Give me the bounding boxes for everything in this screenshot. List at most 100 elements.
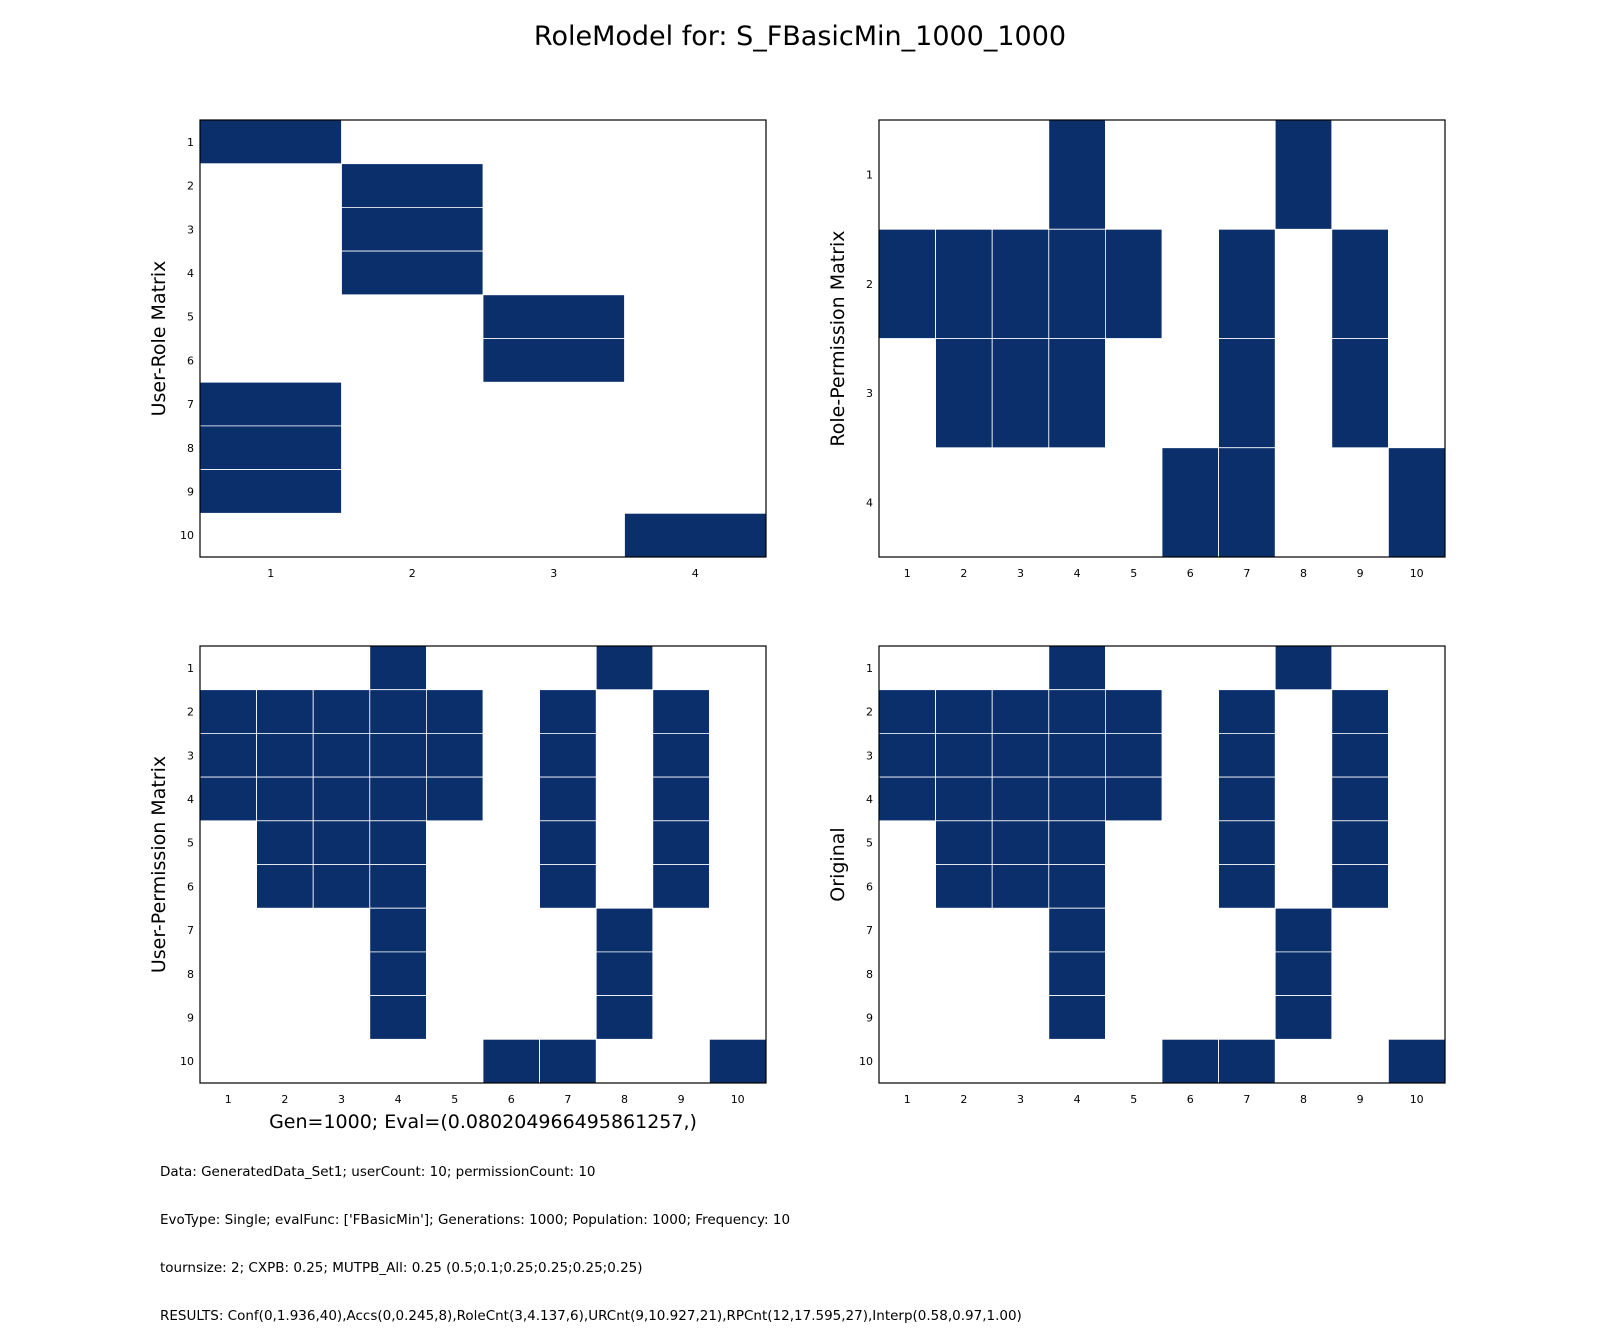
x-tick-label: 4 [395,1093,402,1106]
x-tick-label: 5 [1130,1093,1137,1106]
x-tick-label: 5 [1130,567,1137,580]
heatmap-cell [312,689,371,734]
heatmap-cell [1048,951,1106,997]
heatmap-cell [1218,689,1276,734]
heatmap-cell [199,425,342,470]
y-tick-label: 8 [187,968,194,981]
x-tick-label: 6 [1187,567,1194,580]
y-tick-label: 4 [866,496,873,509]
x-tick-label: 7 [1243,1093,1250,1106]
heatmap-cell [595,951,654,997]
heatmap-cell [1218,864,1276,909]
x-tick-label: 3 [1017,1093,1024,1106]
heatmap-cell [991,820,1050,865]
heatmap-cell [312,820,371,865]
heatmap-cell [256,820,314,865]
x-tick-label: 4 [1074,1093,1081,1106]
heatmap-cell [1331,776,1389,822]
heatmap-cell [256,689,314,734]
x-tick-label: 6 [1187,1093,1194,1106]
x-tick-label: 10 [1410,1093,1424,1106]
x-tick-label: 1 [904,567,911,580]
heatmap-cell [709,1038,767,1084]
heatmap-cell [935,338,993,449]
heatmap-cell [1048,733,1106,778]
y-tick-label: 3 [866,749,873,762]
y-tick-label: 4 [187,267,194,280]
y-tick-label: 2 [866,278,873,291]
heatmap-cell [1331,338,1389,449]
heatmap-cell [1048,820,1106,865]
x-tick-label: 8 [1300,1093,1307,1106]
y-tick-label: 8 [187,442,194,455]
heatmap-cell [652,820,710,865]
heatmap-cell [878,689,936,734]
heatmap-cell [199,469,342,514]
heatmap-cell [991,689,1050,734]
x-tick-label: 2 [409,567,416,580]
y-axis-label: User-Permission Matrix [148,756,170,973]
y-tick-label: 5 [187,837,194,850]
heatmap-cell [991,776,1050,822]
heatmap-cell [935,228,993,339]
x-tick-label: 4 [1074,567,1081,580]
heatmap-cell [1161,1038,1219,1084]
heatmap-cell [1274,645,1333,691]
heatmap-cell [1048,338,1106,449]
y-tick-label: 8 [866,968,873,981]
heatmap-cell [369,776,427,822]
heatmap-cell [1388,1038,1446,1084]
footer-line-data: Data: GeneratedData_Set1; userCount: 10;… [160,1164,596,1180]
x-tick-label: 1 [904,1093,911,1106]
x-tick-label: 10 [731,1093,745,1106]
heatmap-cell [652,864,710,909]
y-tick-label: 7 [187,398,194,411]
original-matrix-panel: 1 2 3 4 5 6 7 8 9 10 1 2 3 4 5 6 7 8 9 10 Original [827,645,1446,1106]
heatmap-cell [199,689,257,734]
heatmap-cell [369,864,427,909]
heatmap-cell [369,907,427,953]
y-tick-label: 4 [866,793,873,806]
x-tick-label: 2 [960,1093,967,1106]
x-tick-label: 3 [338,1093,345,1106]
plot-frame [878,119,1446,558]
heatmap-cell [935,689,993,734]
x-tick-label: 1 [267,567,274,580]
x-tick-label: 1 [225,1093,232,1106]
heatmap-cell [1105,228,1163,339]
plot-frame [199,119,767,558]
heatmap-cell [935,776,993,822]
heatmap-cell [991,864,1050,909]
heatmap-cell [369,733,427,778]
heatmap-cell [1274,951,1333,997]
heatmap-cell [482,338,625,383]
x-tick-label: 9 [1357,1093,1364,1106]
heatmap-cell [595,995,654,1040]
y-tick-label: 9 [866,1011,873,1024]
heatmap-cell [595,907,654,953]
heatmap-cell [312,776,371,822]
heatmap-cell [482,294,625,339]
user-permission-matrix-panel: 1 2 3 4 5 6 7 8 9 10 1 2 3 4 5 6 7 8 9 10 User-Permission Ma… [148,645,767,1133]
heatmap-cell [652,733,710,778]
heatmap-cell [1331,228,1389,339]
heatmap-cell [991,733,1050,778]
x-tick-label: 9 [1357,567,1364,580]
heatmap-cell [624,512,767,558]
x-tick-label: 5 [451,1093,458,1106]
plot-frame [878,645,1446,1084]
x-tick-label: 7 [564,1093,571,1106]
heatmap-cell [425,733,484,778]
heatmap-cell [1274,119,1333,230]
x-tick-label: 3 [1017,567,1024,580]
footer-info: Data: GeneratedData_Set1; userCount: 10;… [160,1132,1022,1340]
y-tick-label: 4 [187,793,194,806]
heatmap-cell [199,733,257,778]
heatmap-cell [1331,864,1389,909]
heatmap-cell [539,820,597,865]
x-tick-label: 8 [1300,567,1307,580]
heatmap-cell [652,776,710,822]
heatmap-cell [991,228,1050,339]
y-tick-label: 9 [187,485,194,498]
x-tick-label: 2 [960,567,967,580]
